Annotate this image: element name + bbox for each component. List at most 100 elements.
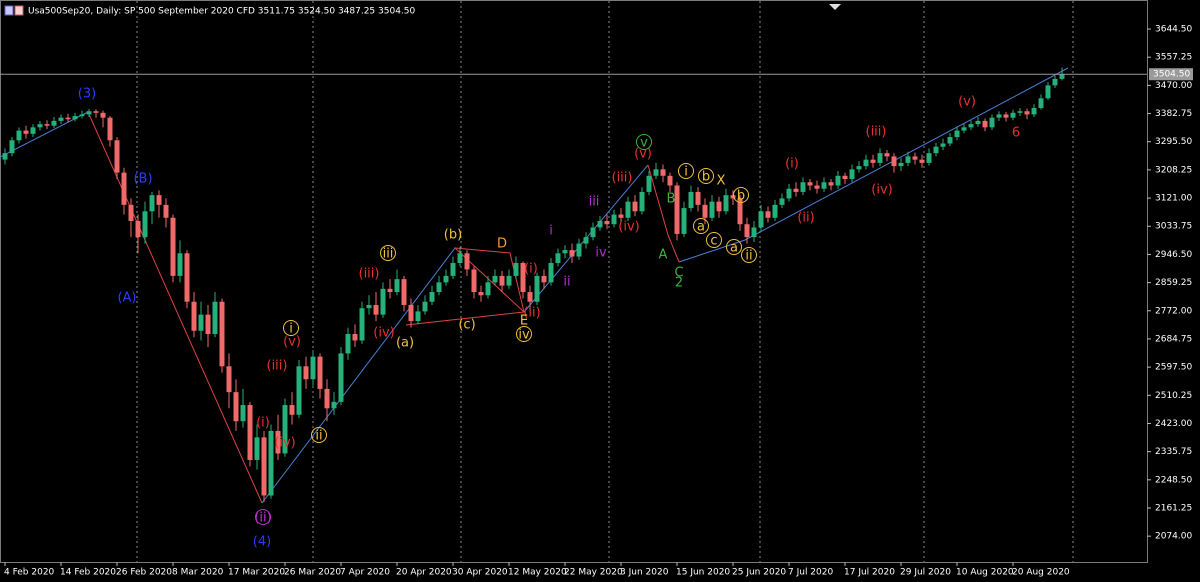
candle-body — [639, 191, 645, 212]
wave-label: ii — [315, 429, 322, 444]
candle-body — [919, 159, 925, 163]
candle-body — [870, 159, 876, 163]
icon[interactable] — [14, 5, 24, 16]
candle-body — [128, 204, 134, 221]
candle-body — [464, 253, 470, 270]
x-tick-label: 20 Apr 2020 — [396, 568, 452, 578]
wave-label: 2 — [675, 276, 683, 291]
candle-body — [16, 130, 22, 141]
wave-label: (v) — [634, 147, 652, 162]
wave-label: iii — [383, 247, 394, 262]
candle-body — [247, 405, 253, 460]
candle-body — [842, 175, 848, 180]
wave-circle — [516, 326, 532, 342]
candle-body — [149, 195, 155, 212]
x-tick-label: 17 Mar 2020 — [228, 568, 285, 578]
candle-body — [401, 279, 407, 305]
candle-body — [450, 262, 456, 276]
x-tick-label: 26 Feb 2020 — [116, 568, 172, 578]
y-tick-label: 2423.00 — [1155, 419, 1192, 429]
wave-circle — [255, 509, 271, 525]
candle-body — [114, 140, 120, 173]
candle-body — [86, 111, 92, 115]
y-tick-label: 3644.50 — [1155, 25, 1192, 35]
wave-label: 6 — [1012, 126, 1020, 141]
candle-body — [296, 366, 302, 415]
icon[interactable] — [4, 5, 14, 16]
wave-label: (ii) — [523, 306, 540, 321]
candle-body — [506, 275, 512, 286]
candle-body — [772, 204, 778, 218]
candle-body — [653, 169, 659, 176]
candle-body — [324, 388, 330, 409]
candle-body — [849, 169, 855, 180]
y-tick-label: 2335.75 — [1155, 447, 1192, 457]
candle-body — [93, 111, 99, 113]
candle-body — [1010, 112, 1016, 118]
candle-body — [415, 311, 421, 322]
candle-body — [30, 127, 36, 134]
candle-body — [877, 153, 883, 163]
candle-body — [492, 275, 498, 283]
x-tick-label: 15 Jun 2020 — [676, 568, 730, 578]
candle-body — [716, 201, 722, 212]
wave-label: B — [667, 192, 676, 207]
trend-line — [261, 247, 456, 504]
candle-body — [835, 175, 841, 186]
wave-circle — [636, 134, 652, 150]
wave-label: iv — [595, 246, 607, 261]
candle-body — [51, 120, 57, 126]
wave-label: ii — [563, 275, 570, 290]
wave-label: (ii) — [797, 211, 814, 226]
candle-body — [205, 314, 211, 335]
shift-marker[interactable] — [829, 4, 841, 10]
candle-body — [233, 392, 239, 422]
y-tick-label: 2074.00 — [1155, 532, 1192, 542]
candle-body — [709, 201, 715, 218]
candle-body — [366, 304, 372, 309]
candle-body — [590, 227, 596, 238]
wave-label: D — [497, 237, 507, 252]
wave-label: i — [549, 224, 553, 239]
wave-label: (b) — [444, 228, 462, 243]
trend-line — [678, 67, 1069, 263]
candle-body — [695, 191, 701, 205]
candle-body — [457, 253, 463, 263]
candle-body — [191, 301, 197, 331]
x-tick-label: 20 Aug 2020 — [1012, 568, 1070, 578]
candle-body — [23, 130, 29, 134]
candle-body — [394, 279, 400, 293]
wave-label: (a) — [396, 336, 414, 351]
candle-body — [576, 243, 582, 257]
y-tick-label: 3121.00 — [1155, 194, 1192, 204]
candle-body — [219, 301, 225, 367]
wave-label: a — [730, 241, 738, 256]
candle-body — [583, 237, 589, 244]
candle-body — [422, 301, 428, 312]
candle-body — [898, 162, 904, 167]
candle-body — [555, 253, 561, 263]
wave-label: ii — [745, 249, 752, 264]
wave-circle — [693, 218, 709, 234]
candle-body — [65, 117, 71, 120]
candle-body — [604, 221, 610, 225]
wave-label: C — [674, 266, 683, 281]
candle-body — [310, 356, 316, 380]
candle-body — [79, 114, 85, 117]
candle-body — [688, 191, 694, 209]
x-tick-label: 30 Apr 2020 — [452, 568, 508, 578]
candle-body — [471, 269, 477, 293]
candle-body — [1045, 85, 1051, 99]
candle-body — [1024, 111, 1030, 115]
x-tick-label: 14 Feb 2020 — [60, 568, 116, 578]
wave-circle — [283, 320, 299, 336]
candle-body — [562, 250, 568, 254]
candle-body — [940, 143, 946, 147]
candle-body — [107, 117, 113, 141]
y-tick-label: 3470.00 — [1155, 81, 1192, 91]
wave-label: (iii) — [267, 359, 288, 374]
candle-body — [408, 304, 414, 322]
candles — [2, 67, 1065, 502]
candle-body — [597, 221, 603, 228]
